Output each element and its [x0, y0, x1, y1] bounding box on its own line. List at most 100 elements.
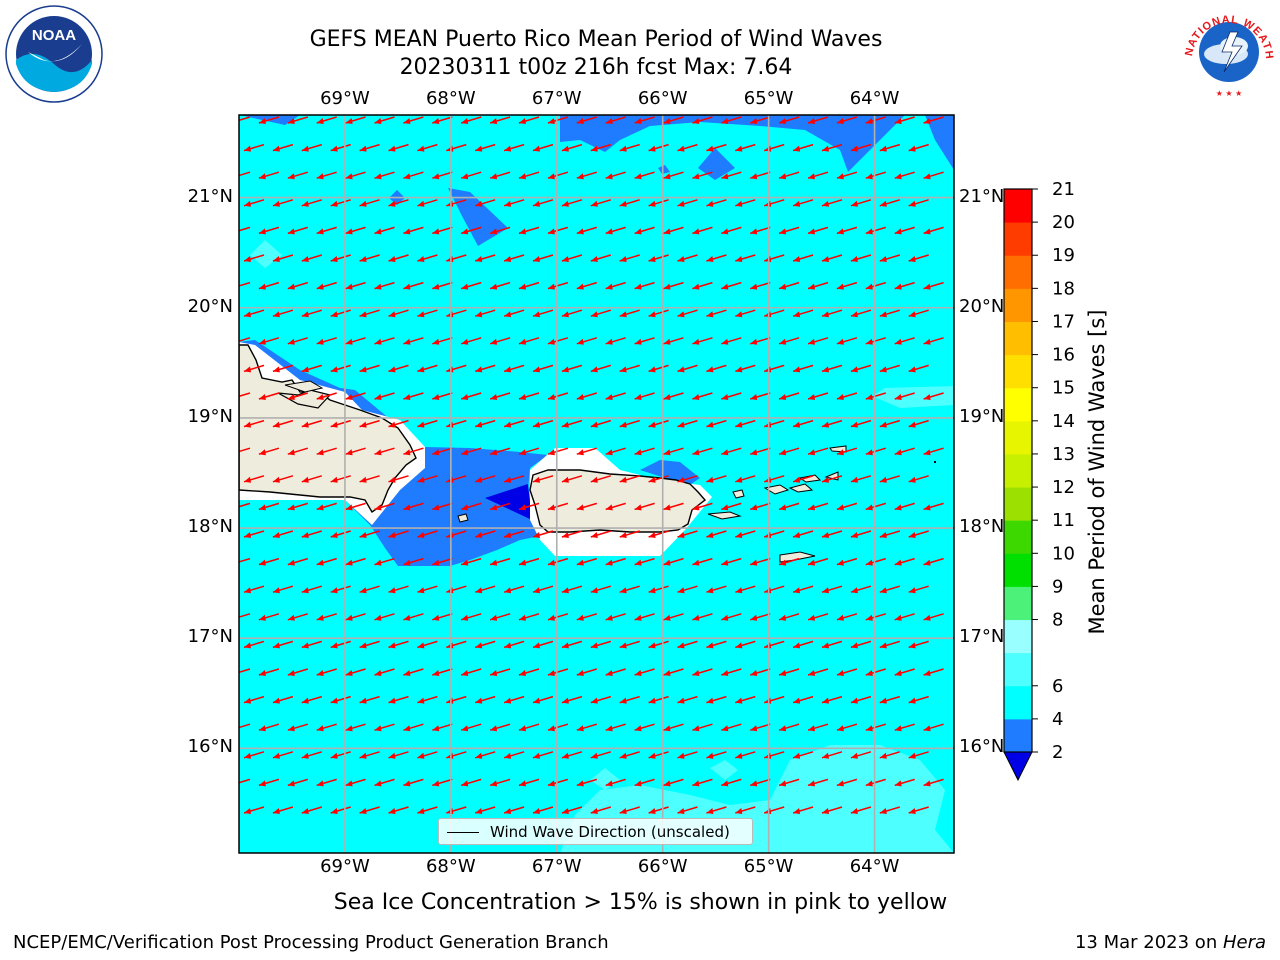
wind-wave-arrow: [432, 281, 453, 290]
wind-wave-arrow: [272, 640, 294, 649]
wind-wave-arrow: [778, 171, 800, 180]
lat-tick-label-right: 21°N: [959, 185, 1005, 207]
wind-wave-arrow: [879, 475, 901, 483]
wind-wave-arrow: [605, 778, 626, 787]
wind-wave-arrow: [821, 475, 843, 483]
wind-wave-arrow: [345, 392, 366, 400]
wind-wave-arrow: [243, 199, 265, 207]
wind-wave-arrow: [503, 309, 525, 318]
wind-wave-arrow: [692, 502, 713, 511]
wind-wave-arrow: [330, 143, 351, 152]
lat-tick-label-right: 16°N: [959, 736, 1005, 758]
wind-wave-arrow: [836, 723, 858, 732]
wind-wave-arrow: [287, 447, 309, 456]
wind-wave-arrow: [576, 392, 598, 400]
wind-wave-arrow: [359, 585, 380, 594]
wind-wave-arrow: [518, 337, 540, 345]
colorbar-segment: [1004, 553, 1032, 587]
wind-wave-arrow: [605, 502, 626, 511]
wind-wave-arrow: [518, 281, 540, 290]
wind-wave-arrow: [489, 116, 511, 124]
wind-wave-arrow: [576, 226, 598, 235]
wind-wave-arrow: [432, 778, 453, 787]
wind-wave-arrow: [243, 143, 265, 152]
lon-tick-label-bottom: 67°W: [531, 856, 582, 877]
colorbar-tick-label: 19: [1052, 245, 1075, 266]
wind-wave-arrow: [258, 778, 280, 787]
wind-wave-arrow: [403, 171, 424, 180]
wind-wave-arrow: [460, 778, 482, 787]
wind-wave-arrow: [648, 143, 669, 152]
wind-wave-arrow: [778, 502, 800, 511]
wind-wave-arrow: [287, 392, 309, 400]
wind-wave-arrow: [359, 309, 380, 318]
wind-wave-arrow: [272, 475, 294, 483]
wind-wave-arrow: [432, 557, 453, 566]
wind-wave-arrow: [836, 557, 858, 566]
wind-wave-arrow: [836, 226, 858, 235]
wind-wave-arrow: [677, 254, 698, 262]
colorbar-segment: [1004, 652, 1032, 687]
footer-date-text: 13 Mar 2023 on: [1074, 932, 1223, 953]
wind-wave-arrow: [735, 254, 756, 262]
sombrero-island: [934, 461, 936, 463]
wind-wave-arrow: [792, 309, 814, 318]
wind-wave-arrow: [272, 364, 294, 373]
wind-wave-arrow: [258, 613, 280, 621]
wind-wave-arrow: [243, 640, 265, 649]
wind-wave-arrow: [648, 695, 669, 704]
wind-wave-arrow: [663, 226, 684, 235]
wind-wave-arrow: [821, 640, 843, 649]
wind-wave-arrow: [503, 530, 525, 538]
wind-wave-arrow: [619, 419, 640, 428]
wind-wave-arrow: [850, 254, 872, 262]
wind-wave-arrow: [749, 778, 771, 787]
wind-wave-arrow: [850, 695, 872, 704]
wind-wave-arrow: [403, 723, 424, 732]
wind-wave-arrow: [663, 281, 684, 290]
wind-wave-arrow: [865, 778, 887, 787]
colorbar-segment: [1004, 487, 1032, 521]
wind-wave-arrow: [518, 447, 540, 456]
wind-wave-arrow: [706, 364, 727, 373]
wind-wave-arrow: [301, 254, 323, 262]
wind-wave-arrow: [894, 668, 915, 676]
wind-wave-arrow: [388, 419, 409, 428]
wind-wave-arrow: [330, 695, 351, 704]
contour-band-6-8: [590, 768, 620, 790]
wind-wave-arrow: [243, 806, 265, 814]
wind-wave-arrow: [648, 530, 669, 538]
wind-wave-arrow: [648, 309, 669, 318]
wind-wave-arrow: [561, 640, 583, 649]
wind-wave-arrow: [692, 116, 713, 124]
wind-wave-arrow: [374, 226, 395, 235]
wind-wave-arrow: [923, 171, 944, 180]
wind-wave-arrow: [561, 751, 583, 759]
wind-wave-arrow: [677, 475, 698, 483]
wind-wave-arrow: [865, 613, 887, 621]
wind-wave-arrow: [345, 668, 366, 676]
wind-wave-arrow: [865, 668, 887, 676]
wind-wave-arrow: [301, 806, 323, 814]
wind-wave-arrow: [706, 585, 727, 594]
wind-wave-arrow: [561, 254, 583, 262]
wind-wave-arrow: [532, 640, 554, 649]
legend: Wind Wave Direction (unscaled): [438, 818, 753, 845]
wind-wave-arrow: [503, 364, 525, 373]
wind-wave-arrow: [735, 695, 756, 704]
wind-wave-arrow: [374, 502, 395, 511]
wind-wave-arrow: [663, 723, 684, 732]
wind-wave-arrow: [532, 419, 554, 428]
wind-wave-arrow: [403, 281, 424, 290]
wind-wave-arrow: [272, 254, 294, 262]
wind-wave-arrow: [474, 530, 496, 538]
wind-wave-arrow: [287, 171, 309, 180]
wind-wave-arrow: [518, 171, 540, 180]
wind-wave-arrow: [359, 475, 380, 483]
lon-tick-label-top: 67°W: [531, 88, 582, 109]
wind-wave-arrow: [619, 309, 640, 318]
wind-wave-arrow: [648, 364, 669, 373]
wind-wave-arrow: [605, 226, 626, 235]
wind-wave-arrow: [923, 447, 944, 456]
colorbar-segment: [1004, 222, 1032, 256]
